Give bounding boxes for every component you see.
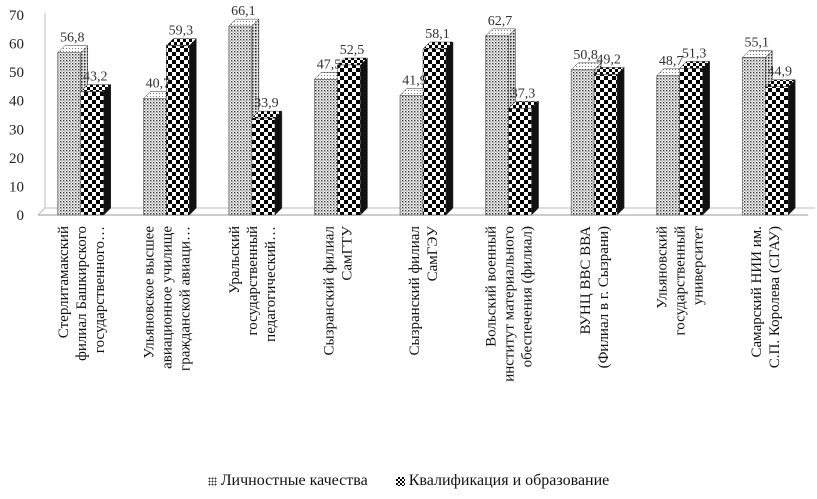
y-tick-label: 40 (9, 94, 24, 110)
y-tick-label: 30 (9, 122, 24, 138)
bar-qualification (166, 45, 190, 216)
y-tick-label: 10 (9, 179, 24, 195)
bar-personal (656, 75, 680, 216)
value-label-qualification: 58,1 (425, 27, 450, 42)
value-label-qualification: 52,5 (340, 43, 365, 58)
x-category-label: Ульяновский государственный университет (655, 226, 707, 336)
bar-personal (314, 79, 338, 216)
labels-layer: 56,8 43,2 Стерлитамакский филиал Башкирског… (56, 4, 792, 382)
bar-qualification (251, 117, 276, 216)
x-category-label: Сызранский филиал СамГЭУ (407, 225, 441, 355)
x-category-label-line: СамГТУ (339, 226, 355, 281)
y-tick-label: 20 (9, 151, 24, 167)
bar-side-qualification (702, 60, 710, 216)
x-category-label-line: филиал Башкирского (74, 226, 90, 361)
legend-item-qualification: Квалификация и образование (395, 472, 610, 490)
bar-personal (143, 98, 167, 216)
bar-side-qualification (360, 57, 368, 216)
value-label-personal: 50,8 (573, 48, 598, 63)
x-category-label: Сызранский филиал СамГТУ (321, 225, 355, 355)
y-tick-label: 50 (9, 65, 24, 81)
x-category-label: Вольский военный институт материального об… (484, 226, 536, 382)
x-category-label-line: авиационное училище (159, 226, 175, 369)
bar-personal (228, 25, 253, 216)
x-category-label-line: Вольский военный (484, 226, 500, 347)
y-tick-label: 0 (17, 208, 25, 224)
x-category-label: ВУНЦ ВВС ВВА (Филиал в г. Сызрани) (578, 226, 612, 369)
x-category-label: Самарский НИИ им. С.П. Королева (СГАУ) (749, 226, 783, 368)
bar-qualification (508, 108, 532, 216)
legend-swatch-checker-icon (395, 476, 405, 486)
bar-side-qualification (787, 79, 796, 216)
x-category-label-line: Сызранский филиал (407, 225, 423, 355)
bar-qualification (593, 74, 618, 216)
bar-personal (485, 35, 509, 216)
bar-qualification (764, 86, 789, 216)
bar-side-qualification (189, 37, 197, 216)
x-category-label-line: университет (691, 226, 707, 306)
bar-side-qualification (274, 110, 283, 216)
x-category-label: Ульяновское высшее авиационное училище гра… (141, 226, 193, 371)
x-category-label-line: Уральский (227, 226, 243, 294)
value-label-personal: 55,1 (744, 36, 769, 51)
x-category-label-line: ВУНЦ ВВС ВВА (578, 226, 594, 335)
value-label-qualification: 51,3 (682, 46, 707, 61)
value-label-personal: 56,8 (60, 31, 85, 46)
bar-personal (57, 52, 82, 216)
x-category-label-line: Ульяновское высшее (141, 226, 157, 359)
bar-personal (741, 57, 766, 216)
value-label-personal: 41,9 (402, 73, 427, 88)
bar-personal (399, 95, 424, 216)
x-category-label-line: (Филиал в г. Сызрани) (596, 226, 612, 368)
value-label-qualification: 49,2 (596, 52, 621, 67)
bar-side-qualification (445, 41, 454, 216)
x-category-label-line: Стерлитамакский (56, 226, 72, 338)
bar-chart: 0 10 20 30 40 50 60 70 56,8 43,2 Стерлитамакский ф… (9, 4, 815, 382)
legend-swatch-dots-icon (207, 476, 217, 486)
value-label-personal: 40,7 (146, 77, 171, 92)
x-category-label-line: государственный (673, 226, 689, 335)
x-category-label-line: Ульяновский (655, 226, 671, 309)
bar-qualification (80, 91, 105, 216)
legend-label-qualification: Квалификация и образование (408, 472, 610, 489)
value-label-qualification: 44,9 (767, 65, 792, 80)
x-category-label-line: институт материального (502, 226, 518, 382)
x-category-label-line: обеспечения (филиал) (520, 226, 536, 367)
legend-label-personal: Личностные качества (220, 472, 368, 489)
x-category-label-line: государственного… (92, 226, 108, 353)
y-tick-label: 70 (9, 8, 24, 24)
x-category-label-line: Сызранский филиал (321, 225, 337, 355)
value-label-personal: 66,1 (231, 4, 256, 19)
value-label-qualification: 59,3 (169, 24, 194, 39)
bars-layer (57, 18, 796, 216)
x-category-label: Стерлитамакский филиал Башкирского государ… (56, 226, 108, 361)
bar-qualification (422, 48, 447, 216)
bar-qualification (679, 68, 703, 216)
value-label-personal: 47,5 (317, 57, 342, 72)
x-category-label-line: СамГЭУ (425, 226, 441, 282)
bar-side-qualification (616, 66, 625, 216)
bar-qualification (337, 64, 361, 216)
bar-personal (570, 69, 595, 216)
y-tick-label: 60 (9, 37, 24, 53)
bar-side-qualification (103, 83, 112, 216)
value-label-personal: 48,7 (659, 54, 684, 69)
value-label-qualification: 37,3 (511, 86, 536, 101)
legend-item-personal: Личностные качества (207, 472, 368, 490)
value-label-qualification: 33,9 (254, 96, 279, 111)
value-label-personal: 62,7 (488, 14, 513, 29)
x-category-label-line: государственный (245, 226, 261, 335)
x-category-label-line: С.П. Королева (СГАУ) (767, 226, 783, 368)
x-category-label: Уральский государственный педагогический… (227, 226, 279, 342)
chart-legend: Личностные качества Квалификация и образ… (0, 472, 817, 490)
x-category-label-line: педагогический… (263, 226, 279, 342)
value-label-qualification: 43,2 (83, 70, 108, 85)
bar-side-qualification (531, 100, 539, 216)
x-category-label-line: гражданской авиаци… (177, 226, 193, 371)
x-category-label-line: Самарский НИИ им. (749, 226, 765, 357)
